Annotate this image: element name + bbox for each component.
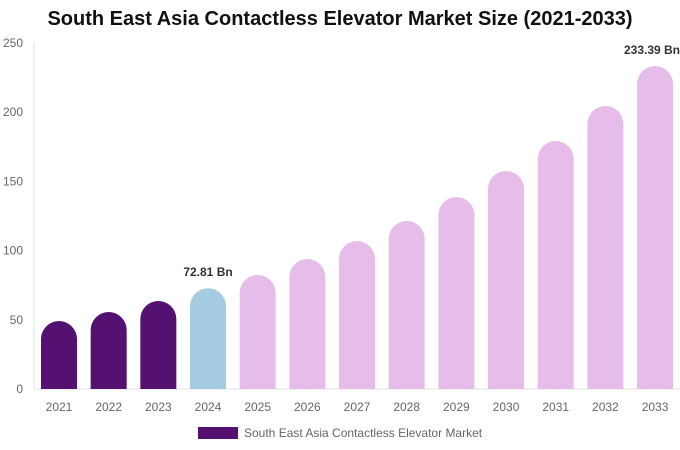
bar-2027 [339,241,376,389]
x-tick-label: 2026 [294,400,321,414]
x-tick-label: 2031 [542,400,569,414]
bar-2026 [289,259,326,389]
bar-2030 [488,171,525,389]
bar-2025 [239,274,276,389]
y-tick-label: 100 [3,244,23,258]
bar-2032 [587,105,624,390]
bar-2031 [537,140,574,389]
x-tick-label: 2023 [145,400,172,414]
x-tick-label: 2032 [592,400,619,414]
data-label: 233.39 Bn [624,43,680,57]
bar-2029 [438,197,475,389]
x-tick-label: 2024 [195,400,222,414]
bar-2023 [140,300,177,389]
legend[interactable]: South East Asia Contactless Elevator Mar… [198,426,482,440]
x-tick-label: 2027 [344,400,371,414]
x-tick-label: 2033 [642,400,669,414]
legend-label: South East Asia Contactless Elevator Mar… [244,426,483,440]
x-tick-label: 2025 [244,400,271,414]
bar-2022 [90,312,127,389]
bar-2033 [637,65,674,389]
data-label: 72.81 Bn [183,265,232,279]
y-tick-label: 150 [3,174,23,188]
y-tick-label: 50 [10,313,24,327]
x-tick-label: 2029 [443,400,470,414]
x-tick-label: 2022 [95,400,122,414]
x-tick-label: 2030 [493,400,520,414]
chart-title: South East Asia Contactless Elevator Mar… [47,8,633,30]
bar-2024 [190,288,227,389]
legend-swatch [198,427,238,439]
bar-2028 [388,220,425,389]
y-tick-label: 0 [16,382,23,396]
x-tick-label: 2021 [46,400,73,414]
x-tick-label: 2028 [393,400,420,414]
y-tick-label: 200 [3,105,23,119]
bar-2021 [41,321,77,389]
y-tick-label: 250 [3,36,23,50]
